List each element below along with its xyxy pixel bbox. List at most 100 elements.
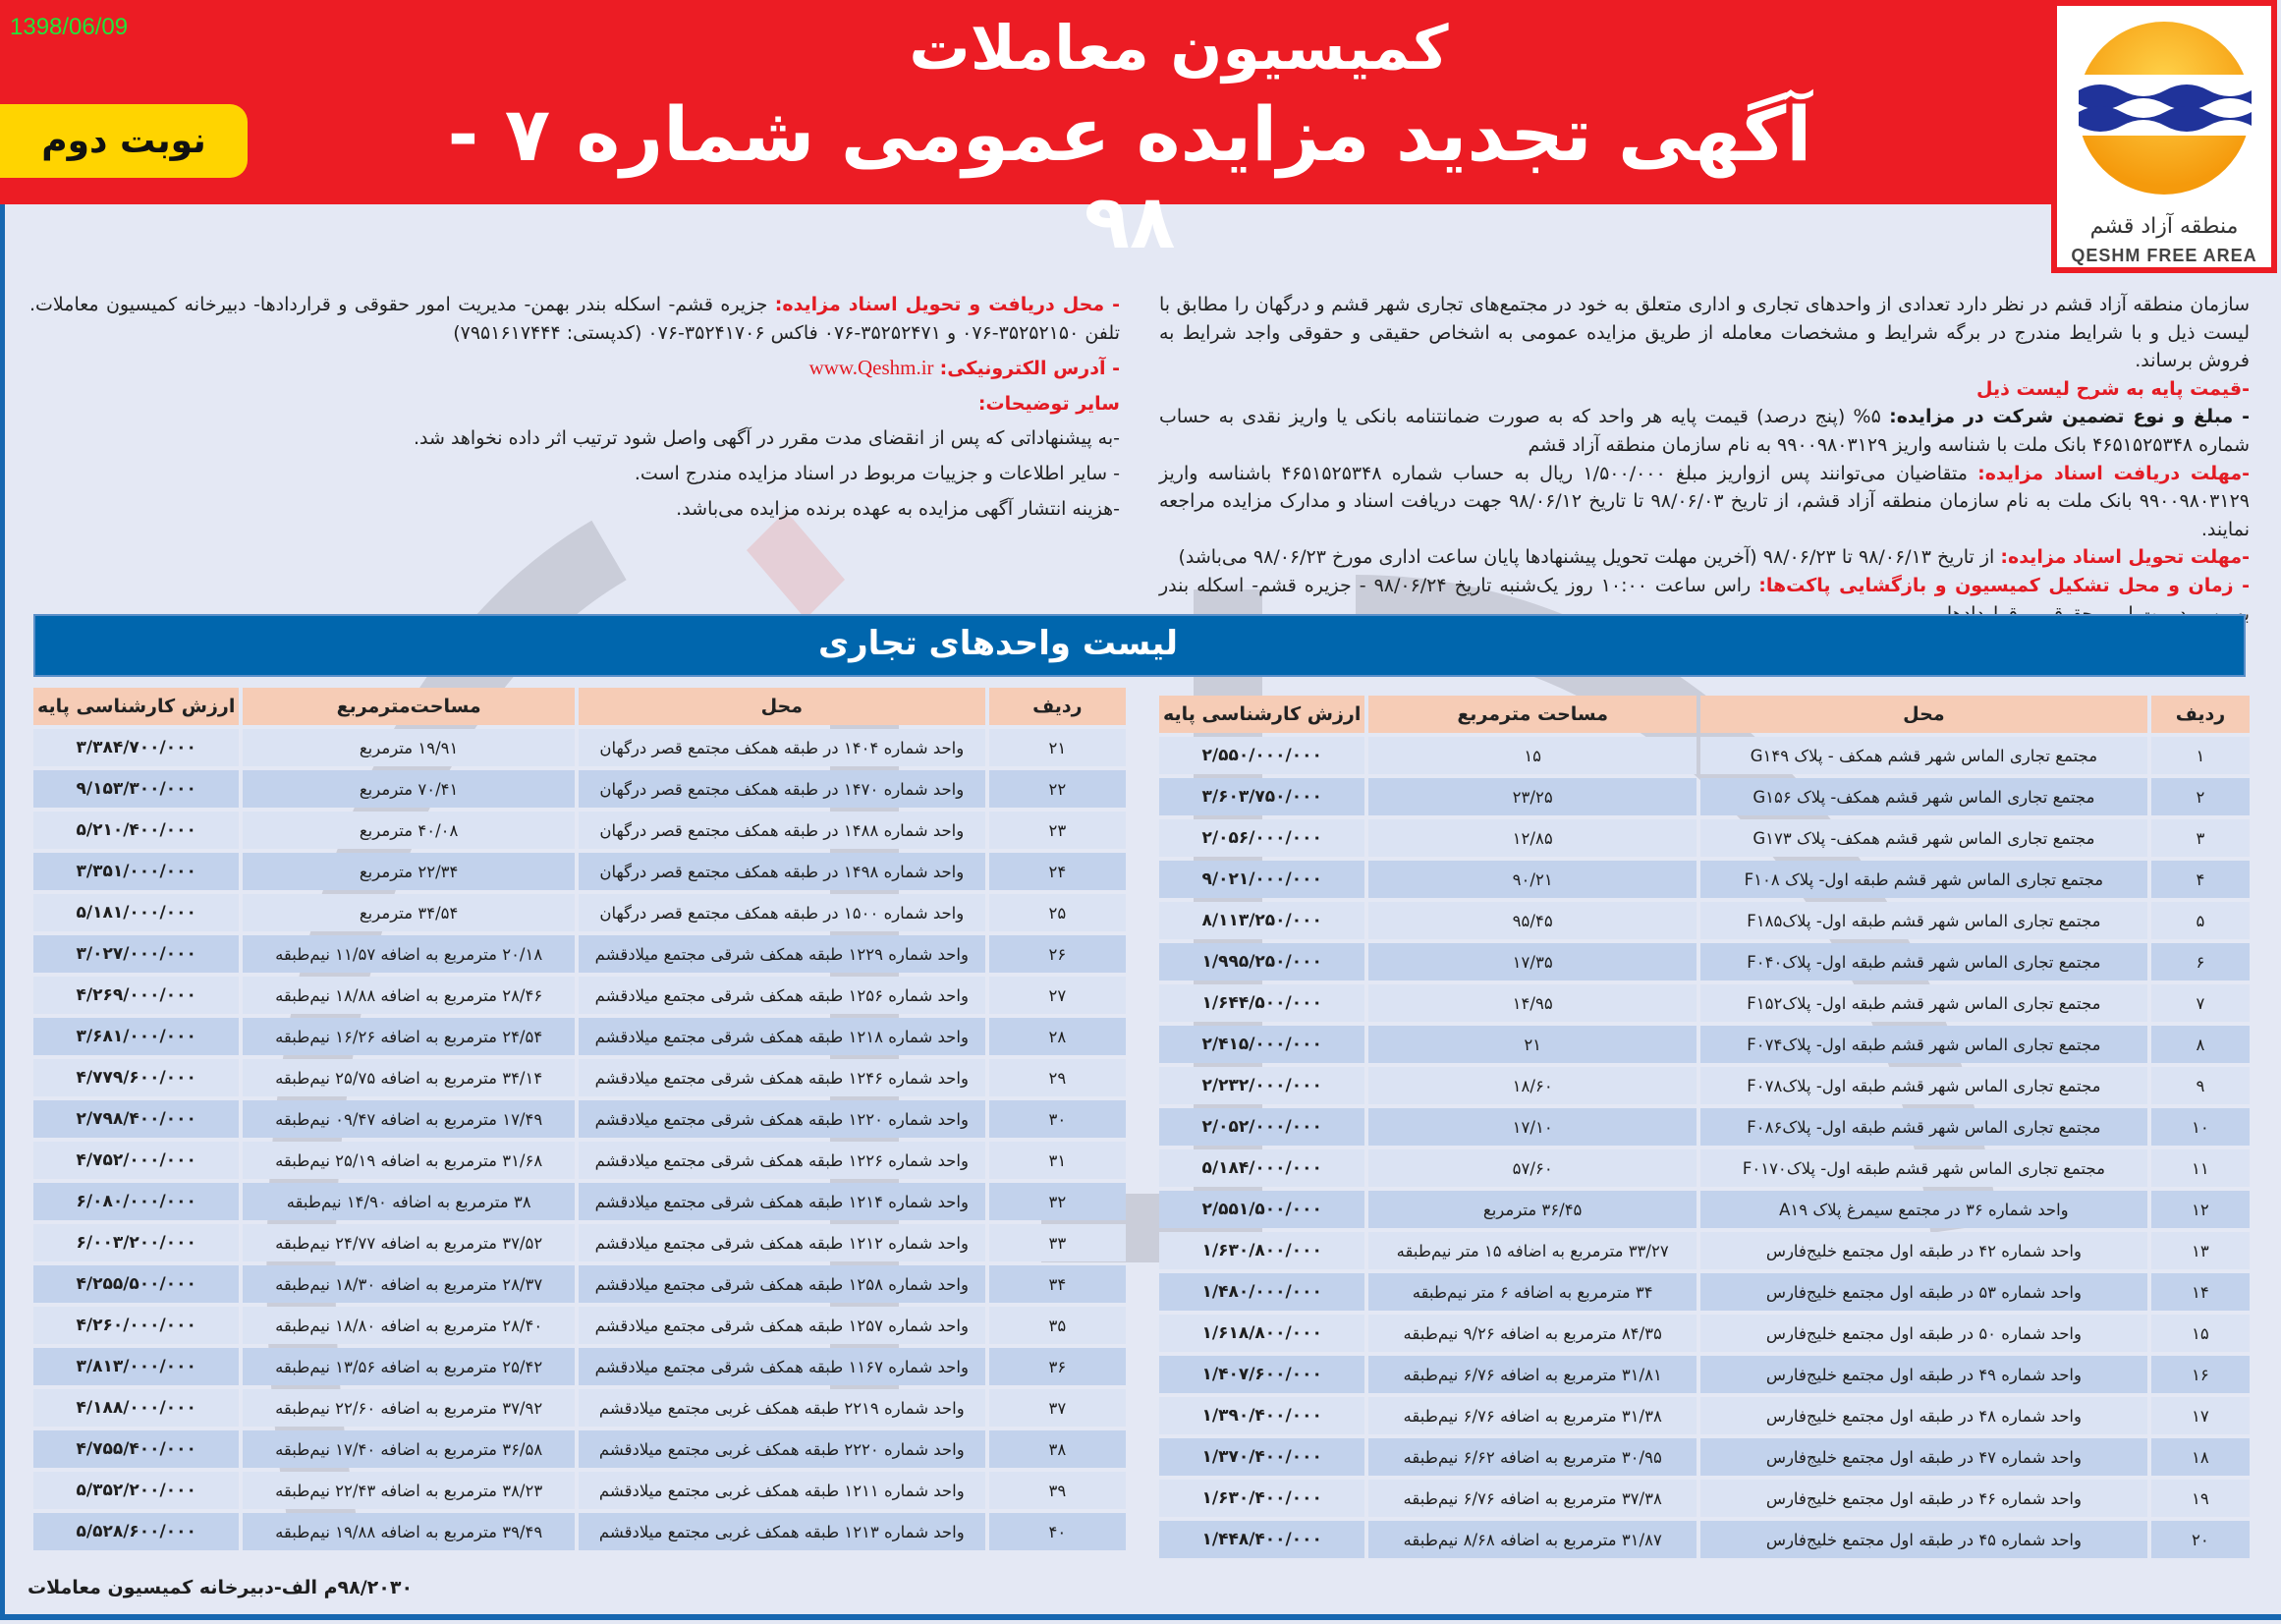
publish-date: 1398/06/09: [10, 14, 129, 40]
location-cell: مجتمع تجاری الماس شهر قشم طبقه اول- پلاک…: [1699, 943, 2147, 980]
price-cell: ۳/۳۵۱/۰۰۰/۰۰۰: [33, 853, 240, 890]
contact-and-notes: - محل دریافت و تحویل اسناد مزایده: جزیره…: [29, 291, 1120, 530]
price-cell: ۸/۱۱۳/۲۵۰/۰۰۰: [1159, 902, 1365, 939]
logo-text-fa: منطقه آزاد قشم: [2089, 214, 2239, 239]
area-cell: ۷۰/۴۱ مترمربع: [243, 770, 575, 808]
area-cell: ۳۴ مترمربع به اضافه ۶ متر نیم‌طبقه: [1368, 1273, 1697, 1311]
row-number-cell: ۲۹: [988, 1059, 1126, 1096]
price-cell: ۵/۱۸۱/۰۰۰/۰۰۰: [33, 894, 240, 931]
price-cell: ۵/۲۱۰/۴۰۰/۰۰۰: [33, 812, 240, 849]
row-number-cell: ۱۶: [2150, 1356, 2250, 1393]
area-cell: ۲۴/۵۴ مترمربع به اضافه ۱۶/۲۶ نیم‌طبقه: [243, 1018, 575, 1055]
location-label: - محل دریافت و تحویل اسناد مزایده:: [774, 294, 1120, 315]
row-number-cell: ۱۱: [2150, 1149, 2250, 1187]
row-number-cell: ۳۳: [988, 1224, 1126, 1261]
row-number-cell: ۴: [2150, 861, 2250, 898]
area-cell: ۲۸/۳۷ مترمربع به اضافه ۱۸/۳۰ نیم‌طبقه: [243, 1265, 575, 1303]
location-cell: واحد شماره ۵۳ در طبقه اول مجتمع خلیج‌فار…: [1699, 1273, 2147, 1311]
qeshm-free-area-logo: منطقه آزاد قشم QESHM FREE AREA: [2051, 0, 2277, 273]
location-cell: واحد شماره ۱۴۰۴ در طبقه همکف مجتمع قصر د…: [578, 729, 985, 766]
price-cell: ۲/۵۵۰/۰۰۰/۰۰۰: [1159, 737, 1365, 774]
sun-waves-icon: [2077, 22, 2252, 195]
price-cell: ۱/۶۳۰/۸۰۰/۰۰۰: [1159, 1232, 1365, 1269]
price-cell: ۴/۲۶۰/۰۰۰/۰۰۰: [33, 1307, 240, 1344]
row-number-cell: ۲۰: [2150, 1521, 2250, 1558]
header-area: مساحت مترمربع: [1368, 696, 1697, 733]
row-number-cell: ۸: [2150, 1026, 2250, 1063]
price-cell: ۳/۸۱۳/۰۰۰/۰۰۰: [33, 1348, 240, 1385]
table-row: ۲۲ واحد شماره ۱۴۷۰ در طبقه همکف مجتمع قصر…: [33, 770, 1126, 808]
table-row: ۱۷ واحد شماره ۴۸ در طبقه اول مجتمع خلیج‌ف…: [1159, 1397, 2250, 1434]
price-cell: ۱/۹۹۵/۲۵۰/۰۰۰: [1159, 943, 1365, 980]
location-cell: مجتمع تجاری الماس شهر قشم همکف- پلاک G۱۵…: [1699, 778, 2147, 815]
header-area: مساحت‌مترمربع: [243, 688, 575, 725]
location-cell: واحد شماره ۲۲۱۹ طبقه همکف غربی مجتمع میل…: [578, 1389, 985, 1427]
guarantee-label: - مبلغ و نوع تضمین شرکت در مزایده:: [1889, 406, 2250, 428]
row-number-cell: ۱۴: [2150, 1273, 2250, 1311]
table-row: ۳ مجتمع تجاری الماس شهر قشم همکف- پلاک G۱…: [1159, 819, 2250, 857]
table-row: ۳۷ واحد شماره ۲۲۱۹ طبقه همکف غربی مجتمع م…: [33, 1389, 1126, 1427]
row-number-cell: ۱۸: [2150, 1438, 2250, 1476]
price-cell: ۱/۶۱۸/۸۰۰/۰۰۰: [1159, 1315, 1365, 1352]
second-round-badge: نوبت دوم: [0, 104, 248, 178]
price-cell: ۵/۳۵۲/۲۰۰/۰۰۰: [33, 1472, 240, 1509]
row-number-cell: ۱۵: [2150, 1315, 2250, 1352]
table-row: ۱۵ واحد شماره ۵۰ در طبقه اول مجتمع خلیج‌ف…: [1159, 1315, 2250, 1352]
price-cell: ۶/۰۸۰/۰۰۰/۰۰۰: [33, 1183, 240, 1220]
table-row: ۲۸ واحد شماره ۱۲۱۸ طبقه همکف شرقی مجتمع م…: [33, 1018, 1126, 1055]
note-item: -هزینه انتشار آگهی مزایده به عهده برنده …: [676, 497, 1120, 520]
area-cell: ۱۸/۶۰: [1368, 1067, 1697, 1104]
table-row: ۲۰ واحد شماره ۴۵ در طبقه اول مجتمع خلیج‌ف…: [1159, 1521, 2250, 1558]
row-number-cell: ۲۶: [988, 935, 1126, 973]
header-location: محل: [1699, 696, 2147, 733]
price-cell: ۳/۶۰۳/۷۵۰/۰۰۰: [1159, 778, 1365, 815]
area-cell: ۲۵/۴۲ مترمربع به اضافه ۱۳/۵۶ نیم‌طبقه: [243, 1348, 575, 1385]
area-cell: ۳۷/۹۲ مترمربع به اضافه ۲۲/۶۰ نیم‌طبقه: [243, 1389, 575, 1427]
location-cell: واحد شماره ۳۶ در مجتمع سیمرغ پلاک A۱۹: [1699, 1191, 2147, 1228]
location-cell: مجتمع تجاری الماس شهر قشم طبقه اول- پلاک…: [1699, 1067, 2147, 1104]
list-title: لیست واحدهای تجاری: [817, 624, 1179, 663]
price-cell: ۱/۶۴۴/۵۰۰/۰۰۰: [1159, 984, 1365, 1022]
row-number-cell: ۳۸: [988, 1430, 1126, 1468]
location-cell: واحد شماره ۴۸ در طبقه اول مجتمع خلیج‌فار…: [1699, 1397, 2147, 1434]
area-cell: ۱۲/۸۵: [1368, 819, 1697, 857]
row-number-cell: ۲۴: [988, 853, 1126, 890]
table-row: ۱۲ واحد شماره ۳۶ در مجتمع سیمرغ پلاک A۱۹ ۳…: [1159, 1191, 2250, 1228]
location-cell: واحد شماره ۱۱۶۷ طبقه همکف شرقی مجتمع میل…: [578, 1348, 985, 1385]
location-cell: واحد شماره ۱۲۱۳ طبقه همکف غربی مجتمع میل…: [578, 1513, 985, 1550]
area-cell: ۱۷/۳۵: [1368, 943, 1697, 980]
row-number-cell: ۱: [2150, 737, 2250, 774]
price-cell: ۳/۰۲۷/۰۰۰/۰۰۰: [33, 935, 240, 973]
location-cell: مجتمع تجاری الماس شهر قشم طبقه اول- پلاک…: [1699, 861, 2147, 898]
table-row: ۳۲ واحد شماره ۱۲۱۴ طبقه همکف شرقی مجتمع م…: [33, 1183, 1126, 1220]
location-cell: واحد شماره ۱۴۷۰ در طبقه همکف مجتمع قصر د…: [578, 770, 985, 808]
location-cell: مجتمع تجاری الماس شهر قشم همکف- پلاک G۱۷…: [1699, 819, 2147, 857]
price-cell: ۳/۳۸۴/۷۰۰/۰۰۰: [33, 729, 240, 766]
area-cell: ۲۱: [1368, 1026, 1697, 1063]
header-location: محل: [578, 688, 985, 725]
row-number-cell: ۳۲: [988, 1183, 1126, 1220]
table-row: ۱۰ مجتمع تجاری الماس شهر قشم طبقه اول- پل…: [1159, 1108, 2250, 1146]
table-row: ۳۰ واحد شماره ۱۲۲۰ طبقه همکف شرقی مجتمع م…: [33, 1100, 1126, 1138]
location-cell: مجتمع تجاری الماس شهر قشم طبقه اول- پلاک…: [1699, 984, 2147, 1022]
opening-text: راس ساعت ۱۰:۰۰ روز یک‌شنبه تاریخ ۹۸/۰۶/۲…: [1159, 574, 2250, 625]
row-number-cell: ۳۵: [988, 1307, 1126, 1344]
price-cell: ۵/۱۸۴/۰۰۰/۰۰۰: [1159, 1149, 1365, 1187]
table-row: ۴ مجتمع تجاری الماس شهر قشم طبقه اول- پلا…: [1159, 861, 2250, 898]
table-row: ۲۱ واحد شماره ۱۴۰۴ در طبقه همکف مجتمع قصر…: [33, 729, 1126, 766]
location-cell: واحد شماره ۱۲۱۸ طبقه همکف شرقی مجتمع میل…: [578, 1018, 985, 1055]
area-cell: ۳۷/۵۲ مترمربع به اضافه ۲۴/۷۷ نیم‌طبقه: [243, 1224, 575, 1261]
location-cell: مجتمع تجاری الماس شهر قشم طبقه اول- پلاک…: [1699, 902, 2147, 939]
table-row: ۱ مجتمع تجاری الماس شهر قشم همکف - پلاک G…: [1159, 737, 2250, 774]
table-row: ۷ مجتمع تجاری الماس شهر قشم طبقه اول- پلا…: [1159, 984, 2250, 1022]
location-cell: مجتمع تجاری الماس شهر قشم همکف - پلاک G۱…: [1699, 737, 2147, 774]
table-row: ۳۹ واحد شماره ۱۲۱۱ طبقه همکف غربی مجتمع م…: [33, 1472, 1126, 1509]
table-row: ۱۴ واحد شماره ۵۳ در طبقه اول مجتمع خلیج‌ف…: [1159, 1273, 2250, 1311]
price-cell: ۴/۷۷۹/۶۰۰/۰۰۰: [33, 1059, 240, 1096]
table-header-row: ردیف محل مساحت مترمربع ارزش کارشناسی پایه: [1159, 696, 2250, 733]
header-row-number: ردیف: [988, 688, 1126, 725]
area-cell: ۱۹/۹۱ مترمربع: [243, 729, 575, 766]
location-cell: واحد شماره ۱۲۵۸ طبقه همکف شرقی مجتمع میل…: [578, 1265, 985, 1303]
row-number-cell: ۳۴: [988, 1265, 1126, 1303]
website-link[interactable]: www.Qeshm.ir: [808, 356, 934, 380]
